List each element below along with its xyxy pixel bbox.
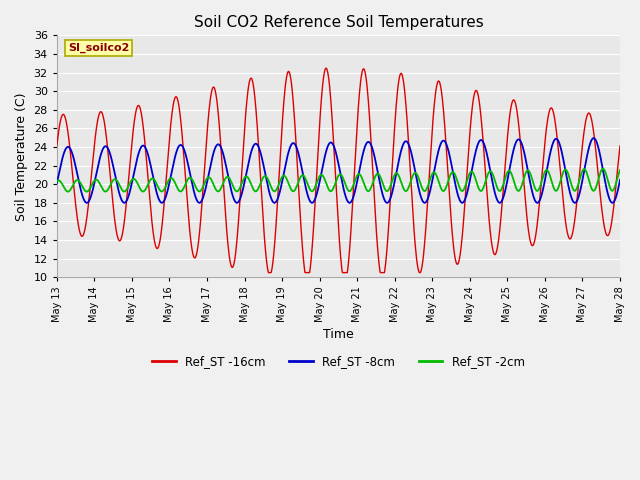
Title: Soil CO2 Reference Soil Temperatures: Soil CO2 Reference Soil Temperatures (193, 15, 483, 30)
Text: SI_soilco2: SI_soilco2 (68, 43, 129, 53)
Legend: Ref_ST -16cm, Ref_ST -8cm, Ref_ST -2cm: Ref_ST -16cm, Ref_ST -8cm, Ref_ST -2cm (147, 350, 529, 373)
X-axis label: Time: Time (323, 328, 354, 341)
Y-axis label: Soil Temperature (C): Soil Temperature (C) (15, 92, 28, 220)
